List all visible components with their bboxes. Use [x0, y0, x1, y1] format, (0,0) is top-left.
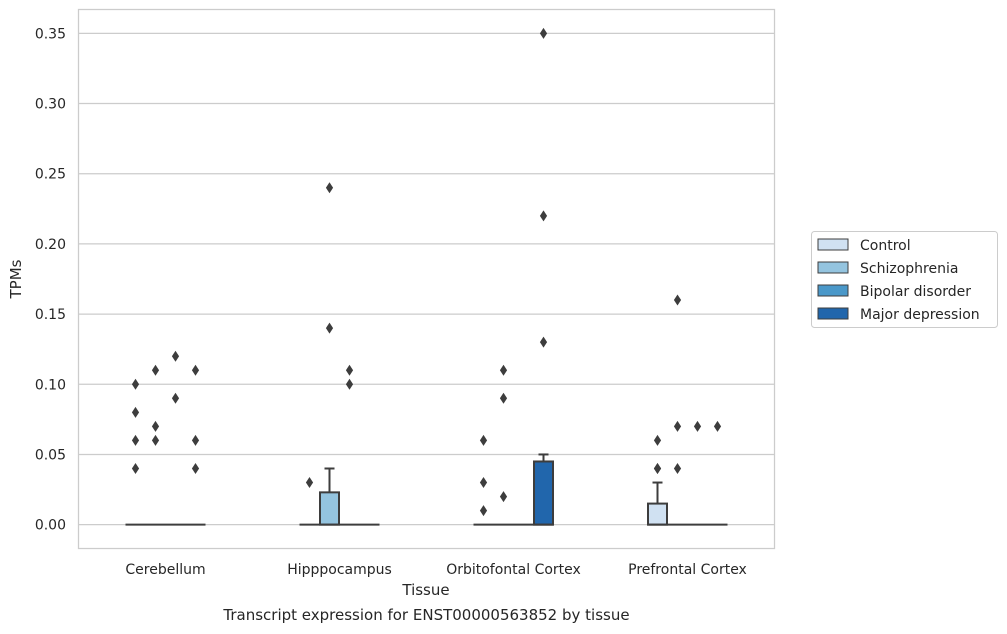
box-body — [533, 460, 554, 526]
y-tick-label: 0.30 — [35, 97, 66, 113]
outlier-marker — [539, 336, 548, 348]
legend-frame — [811, 231, 998, 328]
y-axis-label: TPMs — [7, 259, 25, 299]
legend-swatch — [817, 284, 849, 297]
outlier-marker — [171, 350, 180, 362]
legend-swatch — [817, 307, 849, 320]
x-tick-label: Cerebellum — [125, 562, 205, 578]
box-body — [319, 491, 340, 526]
y-tick-label: 0.05 — [35, 447, 66, 463]
y-tick-label: 0.15 — [35, 307, 66, 323]
outlier-marker — [693, 420, 702, 432]
legend-swatch — [817, 261, 849, 274]
x-axis-label: Tissue — [401, 581, 449, 599]
y-tick-label: 0.25 — [35, 167, 66, 183]
outlier-marker — [653, 462, 662, 474]
outlier-marker — [499, 364, 508, 376]
outlier-marker — [479, 477, 488, 489]
legend-swatch — [817, 238, 849, 251]
outlier-marker — [539, 210, 548, 222]
box-control — [647, 481, 668, 526]
outlier-marker — [539, 27, 548, 39]
outlier-marker — [673, 420, 682, 432]
outlier-marker — [325, 322, 334, 334]
outlier-marker — [713, 420, 722, 432]
outlier-marker — [151, 434, 160, 446]
plot-frame — [77, 8, 776, 550]
y-tick-label: 0.10 — [35, 377, 66, 393]
outlier-marker — [499, 491, 508, 503]
legend-items: Control Schizophrenia Bipolar disorder Majo… — [817, 238, 980, 323]
boxes — [125, 453, 728, 526]
legend-label: Control — [860, 238, 911, 254]
y-tick-label: 0.20 — [35, 237, 66, 253]
outlier-marker — [305, 477, 314, 489]
outlier-marker — [653, 434, 662, 446]
outlier-marker — [499, 392, 508, 404]
grid-lines — [78, 32, 775, 526]
outliers — [131, 27, 722, 517]
legend: Control Schizophrenia Bipolar disorder Majo… — [811, 231, 998, 328]
outlier-marker — [479, 505, 488, 517]
outlier-marker — [325, 182, 334, 194]
outlier-marker — [191, 434, 200, 446]
figure-caption: Transcript expression for ENST0000056385… — [223, 606, 630, 624]
outlier-marker — [151, 420, 160, 432]
outlier-marker — [131, 406, 140, 418]
outlier-marker — [151, 364, 160, 376]
box-schizophrenia — [319, 467, 340, 526]
x-tick-label: Hipppocampus — [287, 562, 392, 578]
x-tick-label: Orbitofontal Cortex — [446, 562, 581, 578]
x-tick-labels: Cerebellum Hipppocampus Orbitofontal Corte… — [125, 562, 746, 578]
outlier-marker — [673, 294, 682, 306]
outlier-marker — [479, 434, 488, 446]
outlier-marker — [191, 364, 200, 376]
outlier-marker — [673, 462, 682, 474]
legend-label: Schizophrenia — [860, 261, 958, 277]
outlier-marker — [131, 378, 140, 390]
box-body — [647, 502, 668, 526]
outlier-marker — [131, 434, 140, 446]
outlier-marker — [131, 462, 140, 474]
y-tick-labels: 0.00 0.05 0.10 0.15 0.20 0.25 0.30 0.35 — [35, 26, 66, 533]
outlier-marker — [171, 392, 180, 404]
outlier-marker — [345, 364, 354, 376]
y-tick-label: 0.35 — [35, 26, 66, 42]
legend-label: Bipolar disorder — [860, 284, 971, 300]
box-major-depression — [533, 453, 554, 526]
y-tick-label: 0.00 — [35, 518, 66, 534]
outlier-marker — [191, 462, 200, 474]
legend-label: Major depression — [860, 307, 980, 323]
x-tick-label: Prefrontal Cortex — [628, 562, 747, 578]
outlier-marker — [345, 378, 354, 390]
